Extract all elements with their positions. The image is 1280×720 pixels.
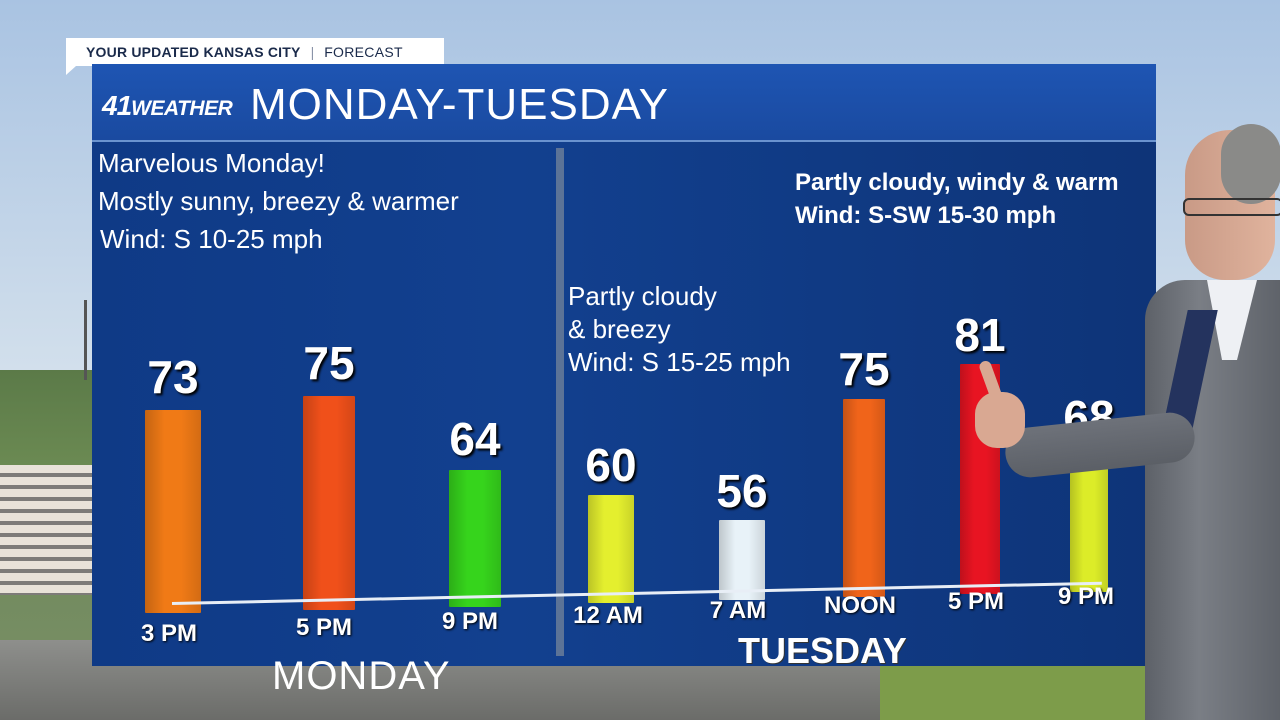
temp-value: 73 (147, 351, 199, 403)
temp-value: 64 (449, 413, 501, 465)
glasses-icon (1183, 198, 1280, 216)
day-divider (556, 148, 564, 656)
station-logo: 41WEATHER (102, 90, 233, 122)
tuesday-label: TUESDAY (738, 630, 907, 671)
logo-number: 41 (102, 90, 132, 121)
presenter-suit (1145, 280, 1280, 720)
temp-bar (719, 520, 765, 600)
time-label: 9 PM (1057, 583, 1114, 610)
monday-wind: Wind: S 10-25 mph (100, 224, 323, 254)
temp-bar (449, 470, 501, 607)
radio-tower (84, 300, 87, 380)
temp-bar (588, 495, 634, 603)
monday-label: MONDAY (272, 654, 451, 698)
time-label: NOON (824, 592, 896, 619)
panel-header: 41WEATHER MONDAY-TUESDAY (92, 64, 1156, 142)
time-label: 5 PM (947, 588, 1004, 615)
time-label: 5 PM (295, 614, 352, 641)
temp-value: 56 (716, 465, 768, 517)
overnight-wind: Wind: S 15-25 mph (568, 347, 791, 377)
time-label: 12 AM (573, 602, 643, 629)
forecast-banner: YOUR UPDATED KANSAS CITY | FORECAST (66, 38, 444, 75)
forecast-panel: 41WEATHER MONDAY-TUESDAY Marvelous Monda… (92, 64, 1156, 698)
time-label: 7 AM (709, 597, 767, 624)
temp-value: 75 (303, 337, 355, 389)
building (0, 465, 95, 595)
temp-value: 75 (838, 343, 890, 395)
grass (880, 660, 1180, 720)
time-label: 3 PM (140, 620, 197, 647)
banner-sub: FORECAST (324, 44, 403, 60)
presenter-hair (1221, 124, 1280, 204)
temp-value: 60 (585, 439, 637, 491)
temp-bar (145, 410, 201, 613)
temp-value: 81 (954, 309, 1006, 361)
tuesday-wind: Wind: S-SW 15-30 mph (795, 202, 1057, 229)
overnight-conditions-1: Partly cloudy (568, 281, 717, 311)
logo-word: WEATHER (131, 97, 233, 120)
tuesday-conditions: Partly cloudy, windy & warm (795, 169, 1119, 196)
banner-separator: | (310, 44, 315, 60)
banner-main: YOUR UPDATED KANSAS CITY (86, 44, 301, 60)
monday-conditions: Mostly sunny, breezy & warmer (98, 186, 459, 216)
temp-bar (843, 399, 885, 597)
banner-tail (66, 66, 76, 75)
page-title: MONDAY-TUESDAY (250, 80, 670, 129)
monday-headline: Marvelous Monday! (98, 148, 325, 178)
temp-bar (303, 396, 355, 610)
time-label: 9 PM (441, 608, 498, 635)
overnight-conditions-2: & breezy (568, 314, 671, 344)
presenter (975, 120, 1280, 720)
panel-body: Marvelous Monday! Mostly sunny, breezy &… (92, 142, 1156, 698)
